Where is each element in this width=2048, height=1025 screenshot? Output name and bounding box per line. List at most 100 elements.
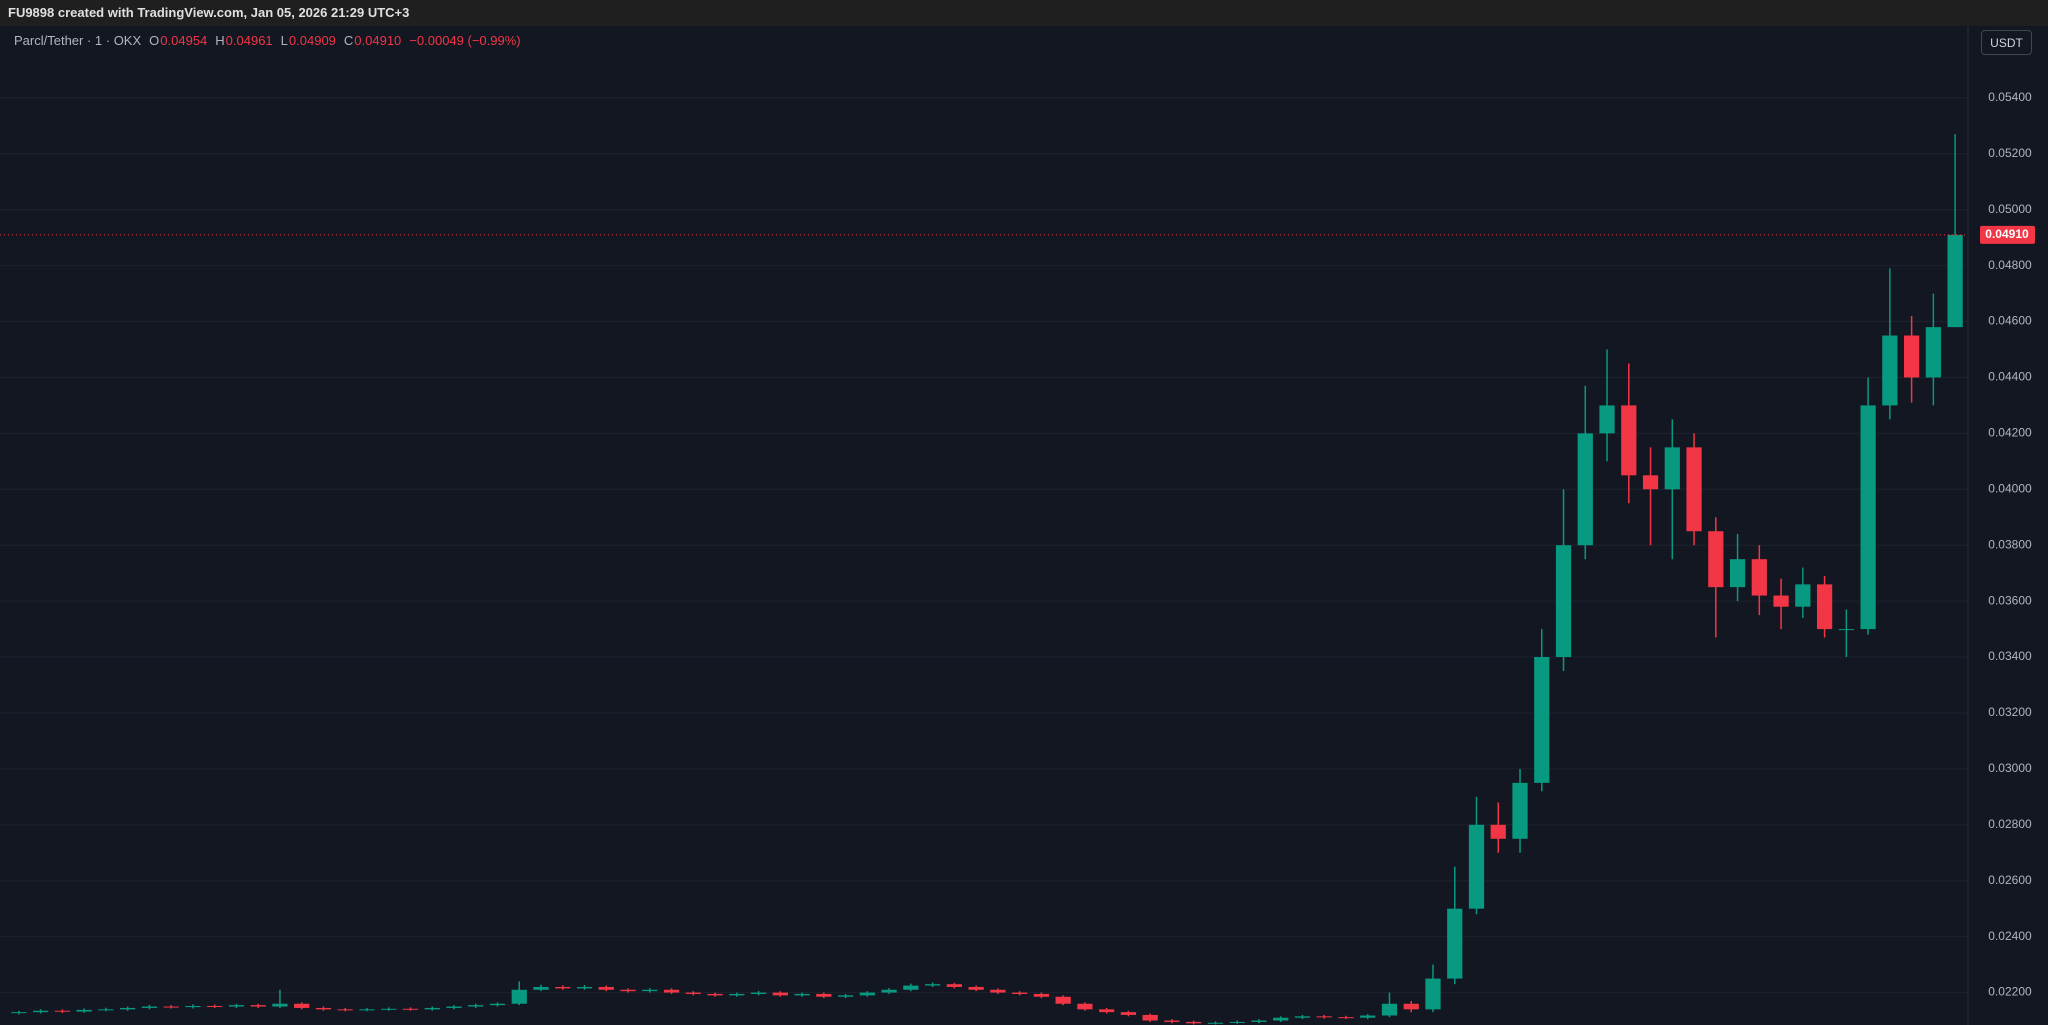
candle-body — [685, 992, 701, 994]
currency-button[interactable]: USDT — [1981, 30, 2032, 55]
candle-body — [337, 1009, 353, 1011]
candle-body — [207, 1005, 223, 1007]
high-label: H — [215, 33, 225, 48]
candle-body — [924, 984, 941, 986]
candle-body — [837, 995, 854, 997]
candle-body — [1229, 1021, 1245, 1023]
candle-body — [1099, 1009, 1115, 1013]
candle-body — [946, 984, 962, 987]
candle-body — [1512, 782, 1528, 839]
legend: Parcl/Tether · 1 · OKX O0.04954 H0.04961 L0… — [14, 33, 529, 48]
candle-body — [1186, 1021, 1202, 1024]
candle-body — [468, 1005, 484, 1007]
candle-body — [272, 1003, 288, 1007]
high-value: 0.04961 — [225, 33, 273, 48]
candle-body — [54, 1010, 71, 1012]
candle-body — [228, 1005, 245, 1007]
y-tick-label: 0.04000 — [1988, 481, 2032, 495]
candle-body — [1729, 559, 1746, 588]
candle-body — [1490, 824, 1506, 839]
candle-body — [576, 986, 593, 989]
candle-body — [1773, 595, 1789, 607]
candle-body — [141, 1006, 158, 1008]
candle-body — [1860, 405, 1876, 630]
candle-body — [1468, 824, 1485, 909]
symbol: Parcl/Tether · 1 · OKX — [14, 33, 142, 48]
y-tick-label: 0.05000 — [1988, 202, 2032, 216]
candle-body — [1338, 1017, 1354, 1019]
y-tick-label: 0.05400 — [1988, 90, 2032, 104]
candle-body — [772, 992, 788, 996]
candle-body — [1925, 327, 1941, 378]
candle-body — [1294, 1016, 1311, 1018]
candle-body — [1251, 1020, 1267, 1022]
candle-body — [1751, 559, 1767, 596]
y-tick-label: 0.05200 — [1988, 146, 2032, 160]
y-tick-label: 0.02800 — [1988, 817, 2032, 831]
candle-body — [511, 989, 527, 1004]
candle-body — [1164, 1020, 1180, 1022]
candle-body — [598, 986, 614, 990]
candle-body — [1077, 1003, 1093, 1010]
candle-body — [1316, 1016, 1332, 1018]
candle-body — [1403, 1003, 1419, 1010]
y-tick-label: 0.04400 — [1988, 370, 2032, 384]
header-title: FU9898 created with TradingView.com, Jan… — [0, 0, 2048, 26]
candle-body — [402, 1008, 419, 1010]
candle-body — [1664, 447, 1680, 490]
y-tick-label: 0.03200 — [1988, 705, 2032, 719]
candle-body — [1142, 1014, 1158, 1021]
candle-body — [1425, 978, 1441, 1010]
candle-body — [555, 986, 571, 989]
candle-body — [1816, 584, 1833, 630]
candle-body — [1686, 447, 1702, 532]
candle-body — [1273, 1017, 1289, 1021]
candle-body — [359, 1009, 375, 1011]
last-price-tag — [1980, 225, 2035, 244]
close-label: C — [343, 33, 354, 48]
candle-body — [642, 989, 658, 992]
candle-body — [1903, 335, 1920, 378]
candle-body — [98, 1009, 114, 1011]
candle-body — [1555, 545, 1572, 658]
y-tick-label: 0.04600 — [1988, 314, 2032, 328]
candle-body — [816, 993, 832, 997]
low-value: 0.04909 — [288, 33, 336, 48]
candle-body — [990, 989, 1006, 993]
candle-body — [707, 993, 723, 996]
candle-body — [533, 986, 549, 990]
candle-body — [794, 993, 810, 996]
candle-body — [294, 1003, 310, 1008]
y-tick-label: 0.02200 — [1988, 985, 2032, 999]
candle-body — [185, 1005, 201, 1008]
y-tick-label: 0.03800 — [1988, 537, 2032, 551]
y-tick-label: 0.03000 — [1988, 761, 2032, 775]
candle-body — [968, 986, 984, 990]
candle-body — [163, 1006, 179, 1008]
change-value: −0.00049 (−0.99%) — [409, 33, 521, 48]
candle-body — [1381, 1003, 1398, 1016]
candle-body — [1033, 993, 1050, 997]
candle-body — [1642, 475, 1659, 490]
candle-body — [250, 1005, 266, 1007]
candle-body — [424, 1007, 440, 1010]
y-tick-label: 0.02600 — [1988, 873, 2032, 887]
candle-body — [11, 1012, 27, 1014]
candle-body — [729, 993, 745, 996]
close-value: 0.04910 — [354, 33, 402, 48]
candle-body — [903, 985, 919, 990]
candle-body — [1055, 996, 1071, 1004]
open-value: 0.04954 — [160, 33, 208, 48]
y-tick-label: 0.03600 — [1988, 593, 2032, 607]
candle-body — [315, 1007, 332, 1010]
candle-body — [1012, 992, 1028, 994]
candle-body — [1120, 1012, 1137, 1015]
candle-body — [1708, 531, 1724, 588]
candle-body — [1947, 234, 1963, 328]
y-tick-label: 0.03400 — [1988, 649, 2032, 663]
candle-body — [1207, 1022, 1224, 1024]
candle-body — [750, 992, 767, 994]
candle-body — [1360, 1015, 1376, 1018]
candle-body — [881, 989, 897, 993]
